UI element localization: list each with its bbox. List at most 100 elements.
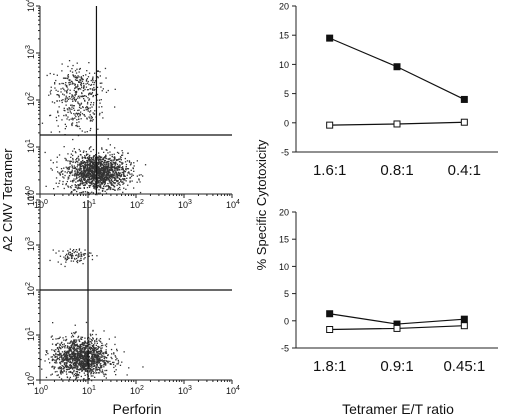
flow-event-dot (105, 178, 107, 180)
flow-event-dot (67, 186, 70, 188)
flow-event-dot (85, 344, 87, 346)
flow-event-dot (78, 103, 80, 105)
flow-event-dot (113, 370, 116, 373)
flow-event-dot (111, 159, 113, 161)
flow-event-dot (102, 179, 104, 181)
flow-event-dot (120, 156, 122, 159)
flow-event-dot (64, 265, 66, 268)
flow-event-dot (90, 182, 92, 184)
flow-event-dot (92, 164, 94, 166)
flow-event-dot (58, 250, 60, 252)
flow-event-dot (97, 76, 99, 78)
flow-events (40, 248, 144, 382)
flow-event-dot (85, 357, 87, 359)
flow-event-dot (91, 172, 94, 175)
flow-event-dot (114, 182, 116, 184)
flow-event-dot (65, 115, 67, 117)
flow-event-dot (100, 166, 103, 168)
flow-event-dot (58, 354, 60, 356)
flow-event-dot (84, 337, 86, 339)
flow-event-dot (56, 119, 58, 122)
flow-event-dot (68, 371, 70, 373)
flow-event-dot (90, 160, 92, 162)
flow-event-dot (54, 350, 56, 353)
flow-event-dot (50, 374, 52, 376)
flow-event-dot (70, 345, 72, 347)
flow-event-dot (103, 157, 105, 159)
flow-event-dot (118, 169, 120, 171)
flow-event-dot (62, 337, 64, 339)
flow-event-dot (117, 159, 119, 161)
flow-event-dot (133, 187, 135, 189)
flow-event-dot (89, 158, 91, 161)
flow-event-dot (69, 254, 71, 256)
flow-event-dot (82, 165, 84, 167)
flow-event-dot (75, 125, 77, 127)
flow-event-dot (117, 165, 119, 167)
flow-event-dot (108, 173, 110, 175)
flow-event-dot (103, 177, 105, 179)
flow-event-dot (45, 354, 47, 356)
flow-event-dot (105, 157, 107, 160)
flow-event-dot (71, 106, 73, 108)
flow-event-dot (88, 169, 90, 171)
flow-event-dot (66, 108, 68, 110)
flow-event-dot (80, 111, 82, 113)
flow-event-dot (107, 179, 110, 181)
flow-event-dot (86, 159, 88, 162)
flow-event-dot (84, 369, 86, 371)
flow-event-dot (98, 361, 100, 363)
flow-event-dot (109, 172, 111, 174)
flow-event-dot (90, 170, 92, 173)
flow-event-dot (104, 344, 107, 346)
flow-event-dot (120, 181, 123, 183)
flow-event-dot (82, 173, 85, 175)
flow-event-dot (117, 359, 119, 362)
flow-event-dot (77, 170, 79, 172)
flow-event-dot (71, 332, 73, 334)
flow-event-dot (103, 375, 105, 377)
flow-event-dot (56, 156, 58, 158)
flow-event-dot (83, 366, 85, 369)
flow-event-dot (65, 159, 67, 162)
flow-event-dot (89, 344, 91, 346)
flow-event-dot (112, 174, 114, 177)
flow-event-dot (89, 92, 91, 94)
flow-event-dot (111, 178, 113, 180)
flow-event-dot (83, 114, 85, 116)
flow-event-dot (76, 358, 78, 360)
flow-event-dot (77, 109, 79, 112)
flow-event-dot (93, 346, 95, 348)
flow-event-dot (72, 348, 74, 350)
flow-event-dot (75, 364, 77, 366)
flow-event-dot (97, 171, 100, 173)
flow-event-dot (77, 161, 79, 163)
flow-event-dot (98, 168, 100, 170)
flow-event-dot (100, 363, 102, 365)
flow-event-dot (108, 171, 111, 173)
flow-event-dot (96, 171, 98, 173)
flow-event-dot (93, 176, 95, 179)
flow-event-dot (85, 354, 88, 356)
flow-event-dot (73, 342, 75, 344)
flow-event-dot (72, 118, 74, 120)
flow-event-dot (90, 252, 92, 254)
flow-event-dot (66, 366, 68, 368)
flow-event-dot (72, 100, 74, 102)
flow-event-dot (72, 350, 74, 353)
flow-event-dot (86, 165, 89, 168)
cyto-category-label: 0.45:1 (443, 358, 485, 375)
flow-event-dot (73, 358, 75, 360)
flow-event-dot (92, 149, 95, 151)
flow-event-dot (82, 87, 85, 89)
flow-event-dot (82, 356, 85, 359)
flow-event-dot (89, 164, 91, 166)
flow-event-dot (76, 254, 78, 256)
flow-event-dot (77, 255, 79, 257)
flow-event-dot (78, 359, 81, 361)
flow-event-dot (84, 184, 86, 186)
flow-event-dot (70, 349, 72, 351)
flow-event-dot (100, 183, 103, 185)
flow-event-dot (112, 165, 114, 168)
